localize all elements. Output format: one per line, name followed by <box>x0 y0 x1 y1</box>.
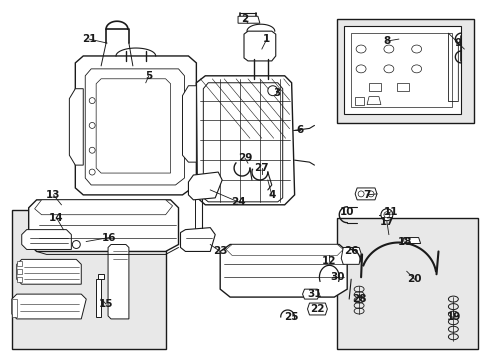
Polygon shape <box>69 89 83 165</box>
Text: 17: 17 <box>379 217 393 227</box>
Bar <box>368 83 380 91</box>
Text: 15: 15 <box>99 299 113 309</box>
Polygon shape <box>354 188 376 200</box>
Polygon shape <box>366 96 380 105</box>
Ellipse shape <box>72 240 80 248</box>
Bar <box>17 261 21 266</box>
Polygon shape <box>244 31 275 61</box>
Bar <box>337 19 473 123</box>
Text: 12: 12 <box>322 256 336 266</box>
Text: 28: 28 <box>351 294 366 304</box>
Polygon shape <box>354 96 364 105</box>
Text: 9: 9 <box>454 38 461 48</box>
Polygon shape <box>307 303 326 315</box>
Text: 4: 4 <box>267 190 275 200</box>
Text: 30: 30 <box>329 272 344 282</box>
Polygon shape <box>17 260 81 284</box>
Bar <box>12 210 165 349</box>
Text: 11: 11 <box>383 207 397 217</box>
Text: 1: 1 <box>263 34 270 44</box>
Bar <box>344 26 460 113</box>
Text: 3: 3 <box>273 88 280 98</box>
Ellipse shape <box>380 209 392 221</box>
Text: 21: 21 <box>82 34 96 44</box>
Text: 20: 20 <box>407 274 421 284</box>
Text: 13: 13 <box>46 190 61 200</box>
Text: 22: 22 <box>309 304 324 314</box>
Text: 14: 14 <box>49 213 63 223</box>
Text: 10: 10 <box>339 207 354 217</box>
Bar <box>337 218 477 349</box>
Text: 29: 29 <box>237 153 252 163</box>
Polygon shape <box>96 79 170 173</box>
Text: 26: 26 <box>343 247 358 256</box>
Polygon shape <box>75 56 196 195</box>
Text: 27: 27 <box>254 163 268 173</box>
Text: 5: 5 <box>145 71 152 81</box>
Polygon shape <box>96 279 101 317</box>
Polygon shape <box>220 244 346 297</box>
Polygon shape <box>401 238 420 243</box>
Ellipse shape <box>267 86 277 96</box>
Polygon shape <box>196 76 294 205</box>
Bar <box>17 269 21 274</box>
Polygon shape <box>85 69 184 185</box>
Polygon shape <box>21 230 71 249</box>
Polygon shape <box>98 274 104 279</box>
Polygon shape <box>29 200 178 251</box>
Polygon shape <box>182 86 196 162</box>
Text: 18: 18 <box>397 237 411 247</box>
Text: 2: 2 <box>241 14 248 24</box>
Polygon shape <box>341 247 360 264</box>
Text: 25: 25 <box>284 312 298 322</box>
Polygon shape <box>225 244 343 255</box>
Polygon shape <box>302 289 319 299</box>
Text: 24: 24 <box>230 197 245 207</box>
Bar <box>12 299 17 317</box>
Polygon shape <box>238 16 259 23</box>
Polygon shape <box>180 228 215 251</box>
Polygon shape <box>108 244 129 319</box>
Text: 7: 7 <box>363 190 370 200</box>
Polygon shape <box>12 294 86 319</box>
Text: 16: 16 <box>102 233 116 243</box>
Text: 23: 23 <box>212 247 227 256</box>
Polygon shape <box>188 172 222 200</box>
Text: 31: 31 <box>306 289 321 299</box>
Text: 19: 19 <box>446 312 461 322</box>
Polygon shape <box>35 200 172 215</box>
Text: 6: 6 <box>295 125 303 135</box>
Bar <box>396 83 408 91</box>
Text: 8: 8 <box>383 36 390 46</box>
Bar <box>350 33 451 107</box>
Bar <box>17 277 21 282</box>
